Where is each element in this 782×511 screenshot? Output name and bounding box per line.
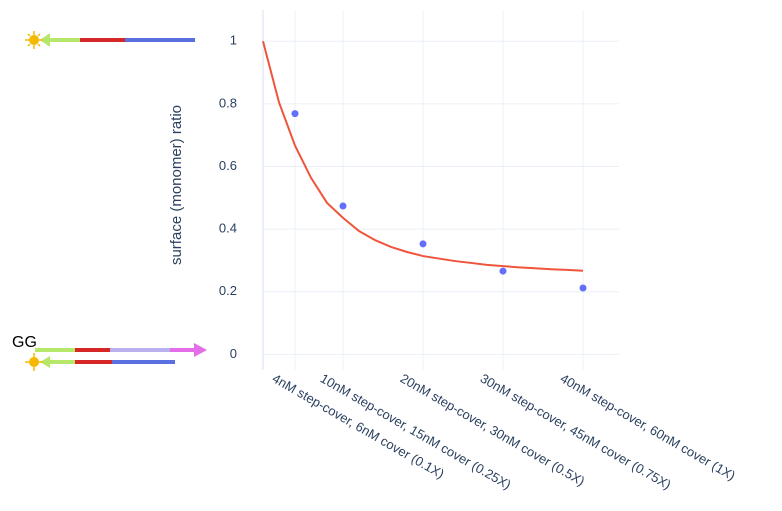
strand-icon-bottom: [25, 343, 207, 371]
y-tick-label: 0.6: [219, 158, 237, 173]
data-point: [499, 267, 507, 275]
y-axis-title: surface (monomer) ratio: [168, 105, 185, 265]
y-tick-label: 0: [230, 346, 237, 361]
y-tick-label: 1: [230, 33, 237, 48]
fit-line: [262, 41, 584, 272]
strand-icon-top: [25, 31, 195, 49]
y-tick-label: 0.4: [219, 221, 237, 236]
data-point: [419, 240, 427, 248]
data-point: [291, 110, 299, 118]
data-point: [579, 284, 587, 292]
y-tick-label: 0.2: [219, 283, 237, 298]
data-point: [339, 202, 347, 210]
y-tick-label: 0.8: [219, 95, 237, 110]
annotation: GG: [12, 334, 37, 351]
